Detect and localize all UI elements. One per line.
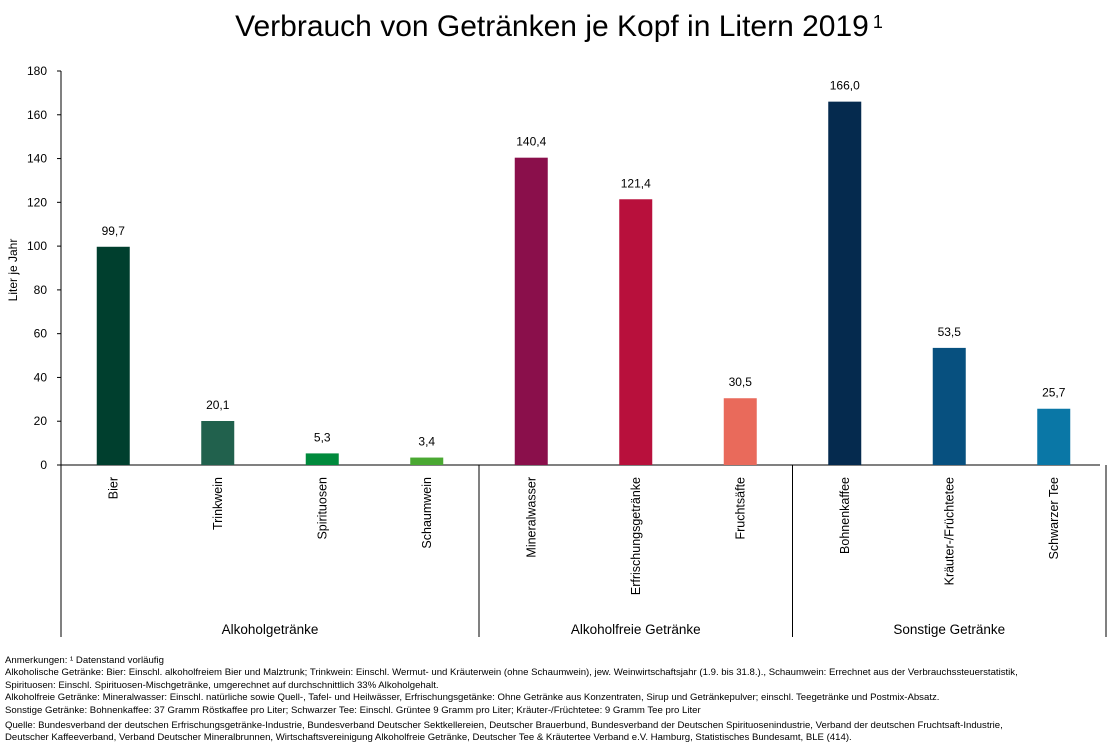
group-label: Alkoholfreie Getränke bbox=[571, 622, 701, 637]
category-label: Erfrischungsgetränke bbox=[629, 477, 643, 595]
bar bbox=[201, 421, 235, 465]
bar bbox=[828, 101, 862, 466]
chart-title-text: Verbrauch von Getränken je Kopf in Liter… bbox=[235, 10, 869, 43]
bar bbox=[410, 457, 444, 465]
bar-value-label: 30,5 bbox=[729, 375, 753, 389]
footnote-non-alcoholic: Alkoholfreie Getränke: Mineralwasser: Ei… bbox=[5, 692, 940, 704]
category-label: Bier bbox=[106, 477, 120, 499]
footnote-source: Quelle: Bundesverband der deutschen Erfr… bbox=[5, 720, 1003, 732]
category-label: Bohnenkaffee bbox=[838, 477, 852, 554]
bar-value-label: 53,5 bbox=[938, 325, 962, 339]
bar-value-label: 121,4 bbox=[621, 176, 651, 190]
chart-title-footnote-mark: 1 bbox=[872, 12, 883, 32]
bar bbox=[514, 157, 548, 465]
bar-value-label: 5,3 bbox=[314, 430, 331, 444]
y-tick-label: 0 bbox=[40, 458, 47, 472]
group-label: Alkoholgetränke bbox=[222, 622, 319, 637]
category-label: Kräuter-/Früchtetee bbox=[942, 477, 956, 585]
bar bbox=[96, 246, 130, 465]
bar-value-label: 25,7 bbox=[1042, 386, 1066, 400]
category-label: Trinkwein bbox=[211, 477, 225, 530]
y-tick-label: 160 bbox=[27, 108, 47, 122]
category-label: Schwarzer Tee bbox=[1047, 477, 1061, 559]
category-label: Schaumwein bbox=[420, 477, 434, 549]
category-label: Fruchtsäfte bbox=[733, 477, 747, 540]
bar-value-label: 99,7 bbox=[102, 224, 126, 238]
y-tick-label: 80 bbox=[34, 283, 48, 297]
y-axis-title: Liter je Jahr bbox=[6, 239, 20, 302]
bar bbox=[723, 398, 757, 465]
y-tick-label: 180 bbox=[27, 64, 47, 78]
y-tick-label: 40 bbox=[34, 370, 48, 384]
footnote-remarks: Anmerkungen: ¹ Datenstand vorläufig bbox=[5, 655, 164, 666]
bar-value-label: 166,0 bbox=[830, 79, 860, 93]
bar bbox=[619, 199, 653, 465]
y-tick-label: 20 bbox=[34, 414, 48, 428]
bar bbox=[305, 453, 339, 465]
footnote-source-continued: Deutscher Kaffeeverband, Verband Deutsch… bbox=[5, 732, 852, 744]
y-tick-label: 100 bbox=[27, 239, 47, 253]
group-label: Sonstige Getränke bbox=[893, 622, 1005, 637]
bar-chart: 0 20 40 60 80 100 120 140 160 180 Liter je Jahr 99,… bbox=[6, 64, 1107, 637]
footnotes: Anmerkungen: ¹ Datenstand vorläufig Alko… bbox=[5, 655, 1110, 745]
y-tick-label: 140 bbox=[27, 152, 47, 166]
chart-title: Verbrauch von Getränken je Kopf in Liter… bbox=[0, 10, 1118, 44]
bar-value-label: 20,1 bbox=[206, 398, 230, 412]
bar-value-label: 3,4 bbox=[418, 435, 435, 449]
category-label: Mineralwasser bbox=[524, 477, 538, 558]
bar bbox=[1037, 408, 1071, 465]
category-label: Spirituosen bbox=[315, 477, 329, 540]
footnote-other: Sonstige Getränke: Bohnenkaffee: 37 Gram… bbox=[5, 704, 701, 716]
footnote-spirits: Spirituosen: Einschl. Spirituosen-Mischg… bbox=[5, 679, 439, 691]
y-tick-label: 120 bbox=[27, 195, 47, 209]
footnote-alcoholic: Alkoholische Getränke: Bier: Einschl. al… bbox=[5, 667, 1018, 679]
bar-value-label: 140,4 bbox=[516, 135, 546, 149]
bar bbox=[932, 347, 966, 465]
y-tick-label: 60 bbox=[34, 327, 48, 341]
